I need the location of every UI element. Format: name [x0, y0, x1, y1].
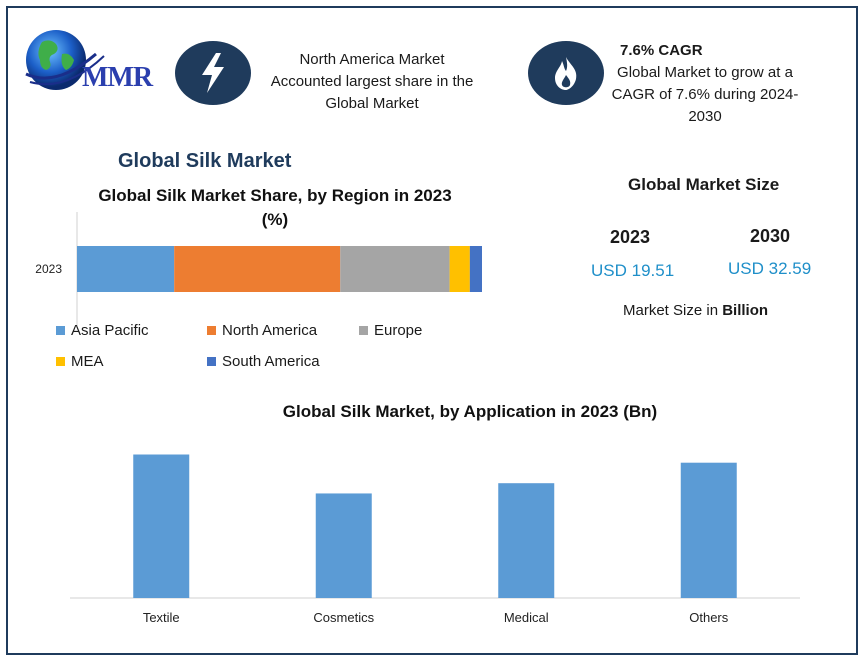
application-tick-label: Cosmetics: [313, 610, 374, 625]
region-chart-title: Global Silk Market Share, by Region in 2…: [98, 186, 452, 229]
application-tick-label: Others: [689, 610, 729, 625]
market-size-note: Market Size in Billion: [623, 302, 769, 319]
legend-europe: Europe: [359, 322, 422, 339]
lightning-icon-badge: [175, 41, 251, 105]
cagr-title: 7.6% CAGR: [620, 42, 703, 59]
region-segment-north-america: [174, 246, 341, 292]
legend-swatch: [207, 326, 216, 335]
flame-icon-badge: [528, 41, 604, 105]
info-north-america: North America Market Accounted largest s…: [270, 51, 474, 112]
legend-north-america: North America: [207, 322, 317, 339]
page-title: Global Silk Market: [118, 150, 292, 172]
market-value-2023: USD 19.51: [591, 261, 675, 280]
region-segment-europe: [340, 246, 450, 292]
legend-swatch: [56, 357, 65, 366]
info-cagr: 7.6% CAGR Global Market to grow at a CAG…: [600, 40, 810, 128]
region-segment-south-america: [469, 246, 482, 292]
legend-asia-pacific: Asia Pacific: [56, 322, 149, 339]
market-size-title: Global Market Size: [628, 175, 780, 194]
application-tick-label: Medical: [504, 610, 549, 625]
application-bar-medical: [498, 483, 555, 598]
logo-text: MMR: [82, 62, 153, 93]
legend-swatch: [359, 326, 368, 335]
market-value-2030: USD 32.59: [728, 259, 812, 278]
year-2030: 2030: [750, 226, 791, 246]
border-frame: [6, 6, 858, 655]
mmr-logo: MMR: [20, 24, 170, 96]
legend-south-america: South America: [207, 353, 320, 370]
region-category-label: 2023: [35, 262, 62, 276]
legend-swatch: [207, 357, 216, 366]
globe-icon: [25, 30, 105, 90]
flame-icon: [555, 57, 577, 90]
region-segment-asia-pacific: [77, 246, 175, 292]
year-2023: 2023: [610, 227, 651, 247]
region-segment-mea: [449, 246, 470, 292]
legend-swatch: [56, 326, 65, 335]
application-bar-others: [680, 462, 737, 598]
application-bar-textile: [133, 454, 190, 598]
legend-mea: MEA: [56, 353, 104, 370]
application-tick-label: Textile: [143, 610, 180, 625]
lightning-icon: [202, 53, 224, 93]
application-bar-cosmetics: [315, 493, 372, 598]
application-chart-title: Global Silk Market, by Application in 20…: [282, 402, 658, 421]
